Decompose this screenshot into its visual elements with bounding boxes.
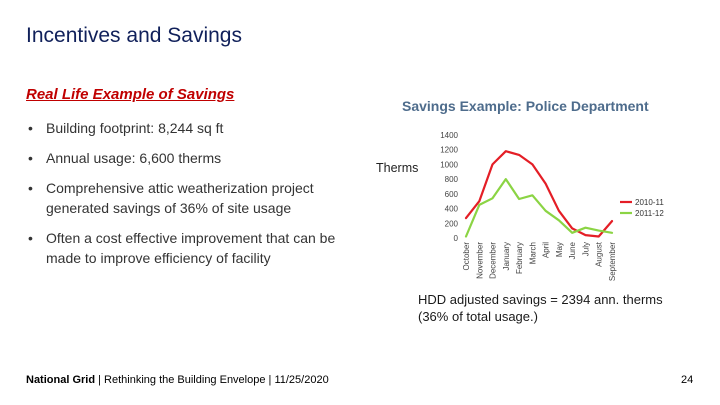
x-tick-label: July <box>581 242 590 256</box>
bullet-item: • Comprehensive attic weatherization proj… <box>26 178 346 218</box>
chart-title: Savings Example: Police Department <box>402 98 649 114</box>
bullet-dot: • <box>28 150 33 166</box>
bullet-text: Often a cost effective improvement that … <box>46 230 336 266</box>
x-tick-label: November <box>475 242 484 279</box>
bullet-text: Comprehensive attic weatherization proje… <box>46 180 314 216</box>
footer: National Grid | Rethinking the Building … <box>26 374 329 386</box>
bullet-dot: • <box>28 180 33 196</box>
legend-label: 2010-11 <box>635 198 664 207</box>
x-tick-label: April <box>542 242 551 258</box>
y-tick-label: 1200 <box>440 146 458 155</box>
footer-brand: National Grid <box>26 374 96 386</box>
y-tick-label: 0 <box>454 234 459 243</box>
y-tick-label: 1400 <box>440 131 458 140</box>
x-tick-label: February <box>515 242 524 274</box>
bullet-text: Annual usage: 6,600 therms <box>46 150 222 166</box>
x-tick-label: August <box>595 241 604 267</box>
bullet-dot: • <box>28 120 33 136</box>
x-tick-label: May <box>555 242 564 257</box>
bullet-list: • Building footprint: 8,244 sq ft • Annual… <box>26 118 346 278</box>
chart-annotation: HDD adjusted savings = 2394 ann. therms … <box>418 291 663 325</box>
y-tick-label: 1000 <box>440 160 458 169</box>
bullet-text: Building footprint: 8,244 sq ft <box>46 120 224 136</box>
y-tick-label: 200 <box>445 219 459 228</box>
y-tick-label: 600 <box>445 190 459 199</box>
x-tick-label: June <box>568 241 577 259</box>
series-line-2011-12 <box>464 177 614 238</box>
x-tick-label: December <box>489 242 498 279</box>
bullet-item: • Building footprint: 8,244 sq ft <box>26 118 346 138</box>
page-number: 24 <box>681 374 694 386</box>
y-tick-label: 800 <box>445 175 459 184</box>
bullet-dot: • <box>28 230 33 246</box>
x-tick-label: September <box>608 242 617 281</box>
line-chart: 0 200 400 600 800 1000 1200 1400 October November… <box>440 131 664 281</box>
y-axis-label: Therms <box>376 161 419 175</box>
y-tick-label: 400 <box>445 205 459 214</box>
annotation-line-1: HDD adjusted savings = 2394 ann. therms <box>418 292 663 307</box>
series-line-2010-11 <box>464 150 614 238</box>
bullet-item: • Annual usage: 6,600 therms <box>26 148 346 168</box>
slide-title: Incentives and Savings <box>26 24 242 47</box>
legend-label: 2011-12 <box>635 209 664 218</box>
x-tick-label: March <box>528 242 537 264</box>
annotation-line-2: (36% of total usage.) <box>418 309 538 324</box>
bullet-item: • Often a cost effective improvement that… <box>26 228 346 268</box>
x-tick-label: January <box>502 242 511 270</box>
footer-text: | Rethinking the Building Envelope | 11/… <box>95 374 329 386</box>
x-tick-label: October <box>462 242 471 271</box>
section-subtitle: Real Life Example of Savings <box>26 86 235 103</box>
